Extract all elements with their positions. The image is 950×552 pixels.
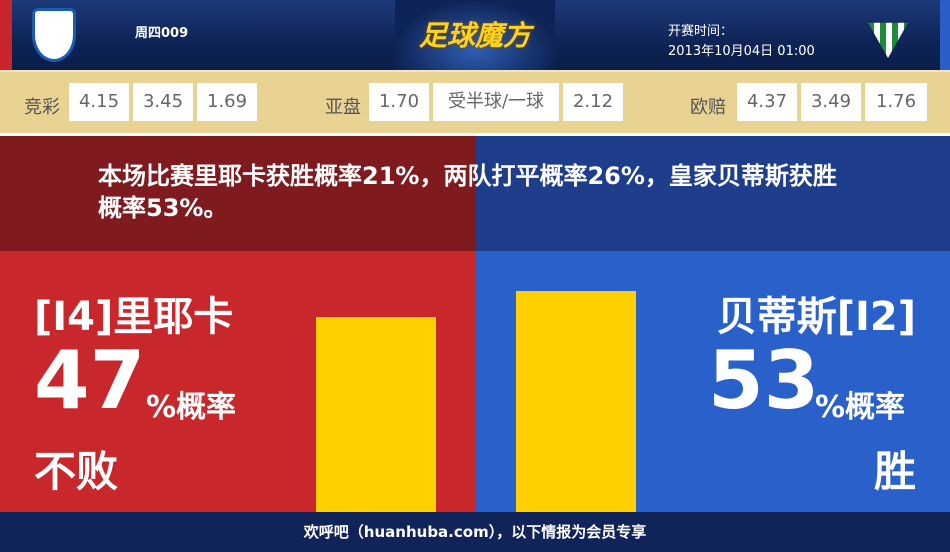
asian-label: 亚盘 [325, 97, 361, 118]
away-percent: 53 [708, 334, 820, 427]
home-outcome: 不败 [34, 447, 119, 496]
jingcai-label: 竞彩 [24, 97, 60, 118]
away-probability-bar [516, 291, 636, 512]
away-team-name: 贝蒂斯[I2] [716, 294, 916, 340]
home-probability-bar [316, 317, 436, 512]
away-color-strip [940, 0, 950, 70]
jingcai-odd: 4.15 [69, 83, 129, 121]
brand-glow [395, 0, 555, 70]
kickoff-time: 2013年10月04日 01:00 [668, 44, 815, 59]
match-number: 周四009 [135, 26, 189, 41]
home-percent: 47 [34, 334, 146, 427]
euro-odd: 4.37 [737, 83, 797, 121]
odds-bar: 竞彩 4.15 3.45 1.69 亚盘 1.70 受半球/一球 2.12 欧赔… [0, 70, 950, 133]
asian-odd: 1.70 [369, 83, 429, 121]
asian-odd: 2.12 [563, 83, 623, 121]
home-team-logo [32, 8, 76, 62]
away-outcome: 胜 [873, 447, 916, 496]
footer-banner: 欢呼吧（huanhuba.com），以下情报为会员专享 [0, 512, 950, 552]
jingcai-odd: 1.69 [197, 83, 257, 121]
message-panel-home [0, 136, 476, 251]
probability-message: 本场比赛里耶卡获胜概率21%，两队打平概率26%，皇家贝蒂斯获胜概率53%。 [98, 162, 837, 222]
euro-odd: 1.76 [865, 83, 927, 121]
kickoff-label: 开赛时间： [668, 24, 734, 39]
euro-label: 欧赔 [690, 97, 726, 118]
asian-handicap: 受半球/一球 [433, 83, 559, 121]
brand-logo: 足球魔方 [418, 19, 531, 52]
away-percent-suffix: %概率 [815, 390, 906, 425]
message-panel-away [476, 136, 950, 251]
home-color-strip [0, 0, 12, 70]
jingcai-odd: 3.45 [133, 83, 193, 121]
euro-odd: 3.49 [801, 83, 861, 121]
home-team-name: [I4]里耶卡 [34, 294, 234, 340]
home-percent-suffix: %概率 [146, 390, 237, 425]
